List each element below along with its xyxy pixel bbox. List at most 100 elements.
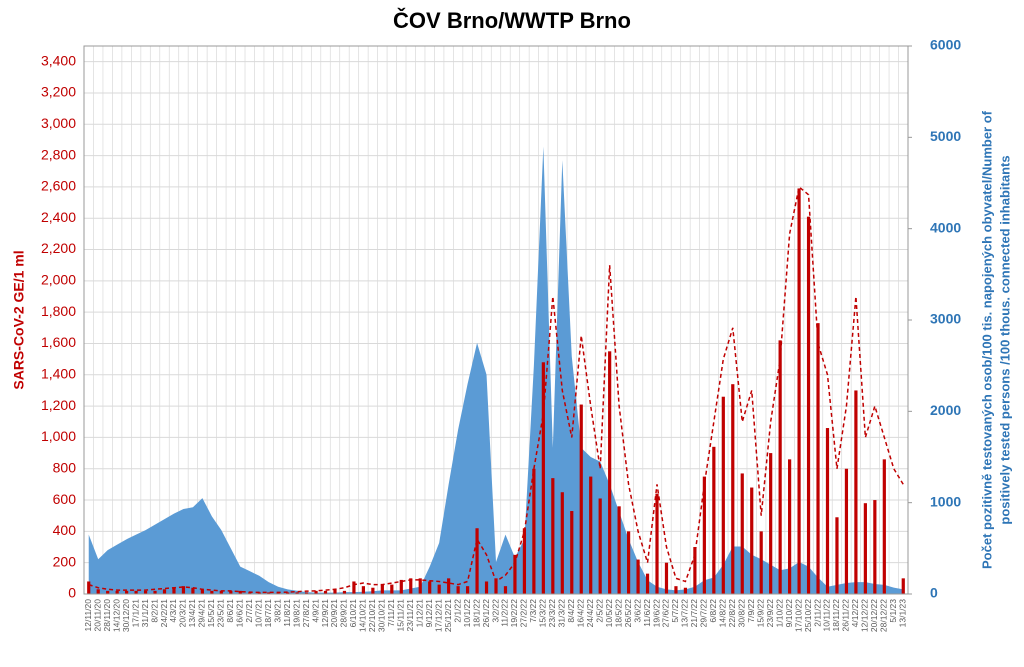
x-tick-label: 22/10/21	[367, 599, 377, 632]
bar	[428, 581, 432, 594]
bar	[371, 587, 375, 594]
x-tick-label: 17/10/22	[793, 599, 803, 632]
x-tick-label: 16/4/22	[575, 599, 585, 628]
x-tick-label: 16/6/21	[235, 599, 245, 628]
y2-tick-label: 1000	[930, 493, 961, 509]
y-tick-label: 3,000	[41, 115, 76, 131]
bar	[437, 584, 441, 594]
x-tick-label: 3/2/22	[490, 599, 500, 623]
y-tick-label: 3,400	[41, 52, 76, 68]
bar	[816, 323, 820, 594]
x-tick-label: 25/10/22	[803, 599, 813, 632]
bar	[390, 584, 394, 594]
y-tick-label: 2,800	[41, 146, 76, 162]
bar	[513, 554, 517, 594]
x-tick-label: 8/4/22	[566, 599, 576, 623]
x-tick-label: 6/10/21	[348, 599, 358, 628]
x-tick-label: 5/1/23	[888, 599, 898, 623]
bar	[248, 592, 252, 594]
bar	[873, 500, 877, 594]
x-tick-label: 2/11/22	[812, 599, 822, 627]
bar	[295, 592, 299, 594]
x-tick-label: 13/1/23	[898, 599, 908, 628]
x-tick-label: 11/6/22	[642, 599, 652, 627]
bar	[617, 506, 621, 594]
x-tick-label: 8/2/21	[149, 599, 159, 623]
y-tick-label: 0	[68, 585, 76, 601]
bar	[399, 579, 403, 594]
x-tick-label: 18/5/22	[613, 599, 623, 628]
bar	[162, 589, 167, 594]
x-tick-label: 13/7/22	[680, 599, 690, 628]
y-tick-label: 2,400	[41, 209, 76, 225]
bar	[645, 573, 650, 594]
x-tick-label: 19/6/22	[651, 599, 661, 628]
x-tick-label: 22/8/22	[727, 599, 737, 628]
x-tick-label: 10/5/22	[604, 599, 614, 628]
x-tick-label: 2/1/22	[452, 599, 462, 623]
x-tick-label: 7/9/22	[746, 599, 756, 623]
bar	[333, 589, 337, 594]
x-tick-label: 1/12/21	[414, 599, 424, 628]
bar	[418, 578, 422, 594]
x-tick-label: 11/8/21	[282, 599, 292, 627]
bar	[96, 589, 100, 594]
x-tick-label: 10/1/22	[462, 599, 472, 628]
x-tick-label: 12/9/21	[320, 599, 330, 628]
x-tick-label: 20/9/21	[329, 599, 339, 628]
bar	[494, 578, 498, 594]
y-tick-label: 600	[53, 491, 77, 507]
x-tick-label: 27/2/22	[519, 599, 529, 628]
bar	[854, 390, 858, 594]
bar	[503, 586, 508, 594]
bar	[844, 468, 849, 594]
bar	[806, 216, 811, 595]
bar	[740, 473, 744, 594]
bar	[579, 404, 583, 594]
bar	[409, 578, 413, 594]
x-tick-label: 15/5/21	[206, 599, 216, 628]
bar	[172, 587, 176, 594]
bar	[323, 590, 328, 594]
y-tick-label: 2,200	[41, 240, 76, 256]
x-tick-label: 4/12/22	[850, 599, 860, 628]
bar	[181, 586, 186, 594]
y-tick-label: 1,200	[41, 397, 76, 413]
bar	[153, 590, 157, 594]
bar	[693, 547, 697, 594]
bar	[551, 478, 555, 594]
x-tick-label: 30/8/22	[737, 599, 747, 628]
x-tick-label: 23/11/21	[405, 599, 415, 632]
bar	[702, 476, 706, 594]
x-tick-label: 14/8/22	[718, 599, 728, 628]
x-tick-label: 18/1/22	[471, 599, 481, 628]
y-tick-label: 1,400	[41, 366, 76, 382]
bar	[219, 590, 223, 594]
x-tick-label: 24/2/21	[159, 599, 169, 628]
bar	[560, 492, 564, 594]
x-tick-label: 10/7/21	[253, 599, 263, 628]
x-tick-label: 11/2/22	[500, 599, 510, 627]
bar	[664, 562, 669, 594]
x-tick-label: 6/8/22	[708, 599, 718, 623]
y-tick-label: 800	[53, 459, 77, 475]
y-tick-label: 1,800	[41, 303, 76, 319]
bar	[238, 590, 242, 594]
y2-tick-label: 6000	[930, 37, 961, 53]
bar	[286, 592, 290, 594]
bar	[314, 590, 318, 594]
bar	[465, 586, 470, 594]
x-tick-label: 4/3/21	[168, 599, 178, 623]
x-tick-label: 18/7/21	[263, 599, 273, 628]
x-tick-label: 7/3/22	[528, 599, 538, 623]
bar	[380, 584, 384, 594]
bar	[863, 503, 867, 594]
bar	[721, 396, 725, 594]
x-tick-label: 23/5/21	[216, 599, 226, 628]
bar	[769, 453, 773, 594]
bar	[267, 592, 271, 594]
bar	[674, 586, 678, 594]
bar	[257, 592, 261, 594]
x-tick-label: 19/2/22	[509, 599, 519, 628]
